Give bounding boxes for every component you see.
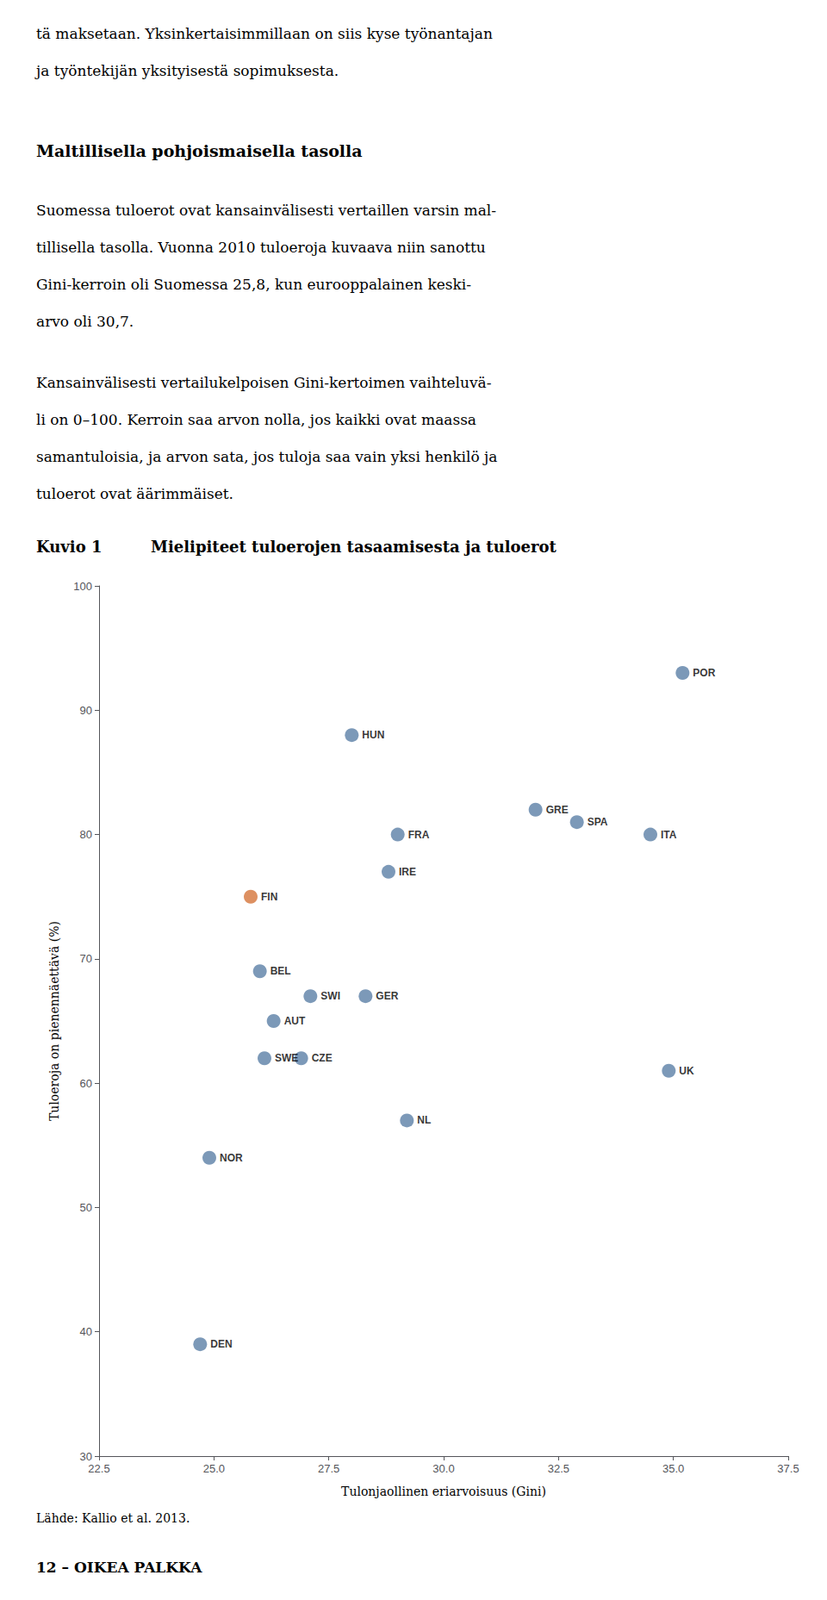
svg-text:27.5: 27.5 <box>317 1461 340 1475</box>
svg-text:SWE: SWE <box>274 1051 299 1064</box>
svg-text:30: 30 <box>80 1449 93 1463</box>
svg-text:POR: POR <box>692 666 716 679</box>
svg-text:SWI: SWI <box>320 989 341 1002</box>
svg-text:FRA: FRA <box>408 828 430 841</box>
svg-text:Kuvio 1: Kuvio 1 <box>36 537 102 556</box>
svg-text:tuloerot ovat äärimmäiset.: tuloerot ovat äärimmäiset. <box>36 485 234 503</box>
svg-text:tä maksetaan. Yksinkertaisimmi: tä maksetaan. Yksinkertaisimmillaan on s… <box>36 24 493 43</box>
svg-text:60: 60 <box>80 1076 93 1090</box>
svg-text:samantuloisia, ja arvon sata,: samantuloisia, ja arvon sata, jos tuloja… <box>36 447 498 466</box>
svg-text:37.5: 37.5 <box>777 1461 799 1475</box>
svg-text:80: 80 <box>80 827 93 841</box>
svg-text:Maltillisella pohjoismaisella: Maltillisella pohjoismaisella tasolla <box>36 141 363 161</box>
svg-text:HUN: HUN <box>361 728 385 741</box>
svg-text:NL: NL <box>416 1113 431 1126</box>
svg-text:BEL: BEL <box>270 964 292 977</box>
svg-text:30.0: 30.0 <box>432 1461 454 1475</box>
svg-text:IRE: IRE <box>398 865 417 878</box>
svg-text:DEN: DEN <box>210 1337 232 1350</box>
svg-text:FIN: FIN <box>261 890 278 903</box>
svg-text:32.5: 32.5 <box>547 1461 570 1475</box>
svg-text:GER: GER <box>375 989 398 1002</box>
svg-text:GRE: GRE <box>546 803 569 816</box>
svg-text:Tulonjaollinen eriarvoisuus (G: Tulonjaollinen eriarvoisuus (Gini) <box>341 1484 547 1499</box>
svg-text:Mielipiteet tuloerojen tasaami: Mielipiteet tuloerojen tasaamisesta ja t… <box>150 537 558 556</box>
svg-text:Gini-kerroin oli Suomessa 25,8: Gini-kerroin oli Suomessa 25,8, kun euro… <box>36 275 472 293</box>
svg-text:40: 40 <box>80 1324 93 1338</box>
svg-text:li on 0–100. Kerroin saa arvon: li on 0–100. Kerroin saa arvon nolla, jo… <box>36 410 477 429</box>
svg-text:50: 50 <box>80 1200 93 1214</box>
svg-text:Tuloeroja on pienennäettävä (%: Tuloeroja on pienennäettävä (%) <box>47 920 62 1121</box>
svg-text:35.0: 35.0 <box>662 1461 684 1475</box>
svg-text:ja työntekijän yksityisestä so: ja työntekijän yksityisestä sopimuksesta… <box>34 62 339 80</box>
svg-text:100: 100 <box>73 579 93 593</box>
svg-text:90: 90 <box>80 703 93 717</box>
svg-text:70: 70 <box>80 951 93 965</box>
svg-text:Kansainvälisesti vertailukelpo: Kansainvälisesti vertailukelpoisen Gini-… <box>36 373 492 392</box>
svg-text:Lähde: Kallio et al. 2013.: Lähde: Kallio et al. 2013. <box>36 1510 190 1525</box>
svg-text:25.0: 25.0 <box>203 1461 225 1475</box>
svg-text:Suomessa tuloerot ovat kansain: Suomessa tuloerot ovat kansainvälisesti … <box>36 201 497 219</box>
svg-text:AUT: AUT <box>284 1014 306 1027</box>
svg-text:NOR: NOR <box>219 1151 243 1164</box>
svg-text:ITA: ITA <box>660 828 678 841</box>
svg-text:tillisella tasolla. Vuonna 201: tillisella tasolla. Vuonna 2010 tuloeroj… <box>36 238 486 256</box>
svg-text:UK: UK <box>678 1064 695 1077</box>
svg-text:22.5: 22.5 <box>87 1461 110 1475</box>
svg-text:12 – OIKEA PALKKA: 12 – OIKEA PALKKA <box>36 1558 203 1576</box>
svg-text:arvo oli 30,7.: arvo oli 30,7. <box>36 312 134 330</box>
svg-text:SPA: SPA <box>587 815 609 828</box>
svg-text:CZE: CZE <box>311 1051 333 1064</box>
